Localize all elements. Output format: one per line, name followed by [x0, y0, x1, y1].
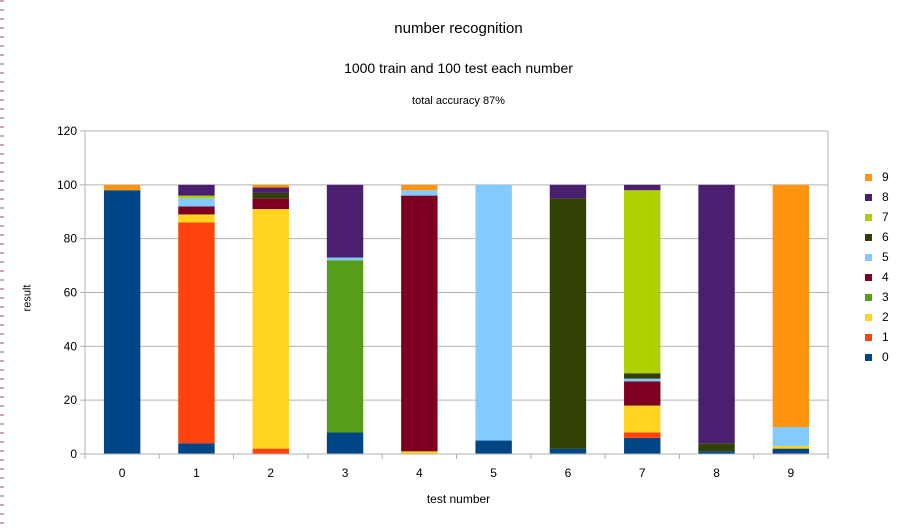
- bar-segment-2-series-8: [252, 187, 289, 193]
- bar-segment-9-series-9: [772, 184, 810, 428]
- legend-label: 6: [882, 230, 889, 244]
- bar-segment-2-series-1: [252, 448, 289, 454]
- bar-segment-7-series-8: [624, 184, 661, 191]
- legend-label: 2: [882, 310, 889, 324]
- bar-segment-4-series-4: [401, 195, 438, 452]
- legend-swatch: [865, 313, 872, 321]
- legend-swatch: [865, 293, 872, 301]
- bar-segment-7-series-2: [624, 405, 661, 433]
- bar-segment-5-series-0: [475, 440, 512, 454]
- chart-note: total accuracy 87%: [412, 95, 505, 107]
- legend-label: 9: [882, 170, 889, 184]
- bar-segment-8-series-8: [698, 184, 735, 444]
- legend-item-2: 2: [865, 307, 889, 327]
- bar-segment-7-series-5: [624, 378, 661, 382]
- legend-swatch: [865, 213, 872, 221]
- legend-item-7: 7: [865, 207, 889, 227]
- legend-label: 3: [882, 290, 889, 304]
- x-tick-label: 1: [193, 466, 200, 480]
- legend-item-6: 6: [865, 227, 889, 247]
- y-tick-label: 80: [64, 232, 78, 246]
- legend-label: 5: [882, 250, 889, 264]
- bar-segment-8-series-0: [698, 451, 735, 454]
- x-tick-label: 2: [267, 466, 274, 480]
- legend-label: 7: [882, 210, 889, 224]
- bar-segment-5-series-5: [475, 184, 512, 441]
- x-tick-label: 7: [639, 466, 646, 480]
- legend-swatch: [865, 233, 872, 241]
- y-axis-label: result: [21, 284, 34, 312]
- bar-segment-8-series-6: [698, 443, 735, 452]
- y-tick-label: 120: [57, 124, 77, 138]
- bar-segment-9-series-5: [772, 427, 810, 446]
- bar-segment-6-series-8: [549, 184, 587, 199]
- legend-swatch: [865, 353, 872, 361]
- x-tick-label: 9: [788, 466, 795, 480]
- bar-segment-2-series-4: [252, 198, 289, 210]
- x-tick-label: 4: [416, 466, 423, 480]
- y-tick-label: 0: [70, 447, 77, 461]
- legend-swatch: [865, 273, 872, 281]
- chart-subtitle: 1000 train and 100 test each number: [344, 60, 573, 76]
- legend-swatch: [865, 333, 872, 341]
- bar-segment-4-series-9: [401, 184, 438, 191]
- bar-segment-0-series-9: [103, 184, 141, 191]
- bar-segment-6-series-6: [549, 198, 587, 449]
- bar-segment-1-series-1: [178, 222, 215, 444]
- x-tick-label: 3: [342, 466, 349, 480]
- legend-item-4: 4: [865, 267, 889, 287]
- legend-item-0: 0: [865, 347, 889, 367]
- legend-label: 0: [882, 350, 889, 364]
- legend-swatch: [865, 173, 872, 181]
- legend-label: 4: [882, 270, 889, 284]
- x-tick-label: 0: [119, 466, 126, 480]
- bar-segment-1-series-2: [178, 214, 215, 223]
- chart-title: number recognition: [394, 20, 523, 37]
- y-tick-label: 60: [64, 286, 78, 300]
- bar-segment-1-series-8: [178, 184, 215, 196]
- y-tick-label: 100: [57, 178, 77, 192]
- bar-segment-1-series-5: [178, 198, 215, 207]
- bar-segment-3-series-0: [326, 432, 364, 454]
- bar-segment-1-series-4: [178, 206, 215, 215]
- bar-segment-3-series-3: [326, 260, 364, 433]
- bar-segment-2-series-9: [252, 184, 289, 188]
- bar-segment-1-series-0: [178, 443, 215, 454]
- bar-segment-4-series-2: [401, 451, 438, 454]
- legend-swatch: [865, 253, 872, 261]
- bar-segment-7-series-6: [624, 373, 661, 379]
- legend-item-1: 1: [865, 327, 889, 347]
- bar-segment-0-series-0: [103, 190, 141, 454]
- bar-segment-7-series-7: [624, 190, 661, 374]
- legend-swatch: [865, 193, 872, 201]
- bar-segment-6-series-0: [549, 448, 587, 454]
- bar-segment-2-series-2: [252, 209, 289, 449]
- bar-segment-7-series-1: [624, 432, 661, 438]
- edge-marks: [0, 0, 4, 531]
- y-tick-label: 20: [64, 393, 78, 407]
- legend-item-3: 3: [865, 287, 889, 307]
- bar-segment-2-series-6: [252, 192, 289, 199]
- bar-segment-4-series-5: [401, 190, 438, 196]
- x-tick-label: 5: [490, 466, 497, 480]
- legend-item-8: 8: [865, 187, 889, 207]
- legend-item-5: 5: [865, 247, 889, 267]
- bar-segment-9-series-0: [772, 448, 810, 454]
- x-axis-label: test number: [426, 492, 491, 506]
- bar-segment-7-series-0: [624, 437, 661, 454]
- bar-segment-3-series-5: [326, 257, 364, 261]
- x-tick-label: 8: [713, 466, 720, 480]
- bar-segment-1-series-7: [178, 195, 215, 199]
- bar-segment-9-series-2: [772, 445, 810, 449]
- bar-segment-7-series-4: [624, 381, 661, 406]
- legend-label: 8: [882, 190, 889, 204]
- bar-segment-3-series-8: [326, 184, 364, 258]
- legend-item-9: 9: [865, 167, 889, 187]
- y-tick-label: 40: [64, 339, 78, 353]
- legend-label: 1: [882, 330, 889, 344]
- x-tick-label: 6: [565, 466, 572, 480]
- legend: 9 8 7 6 5 4 3 2 1 0: [865, 167, 889, 367]
